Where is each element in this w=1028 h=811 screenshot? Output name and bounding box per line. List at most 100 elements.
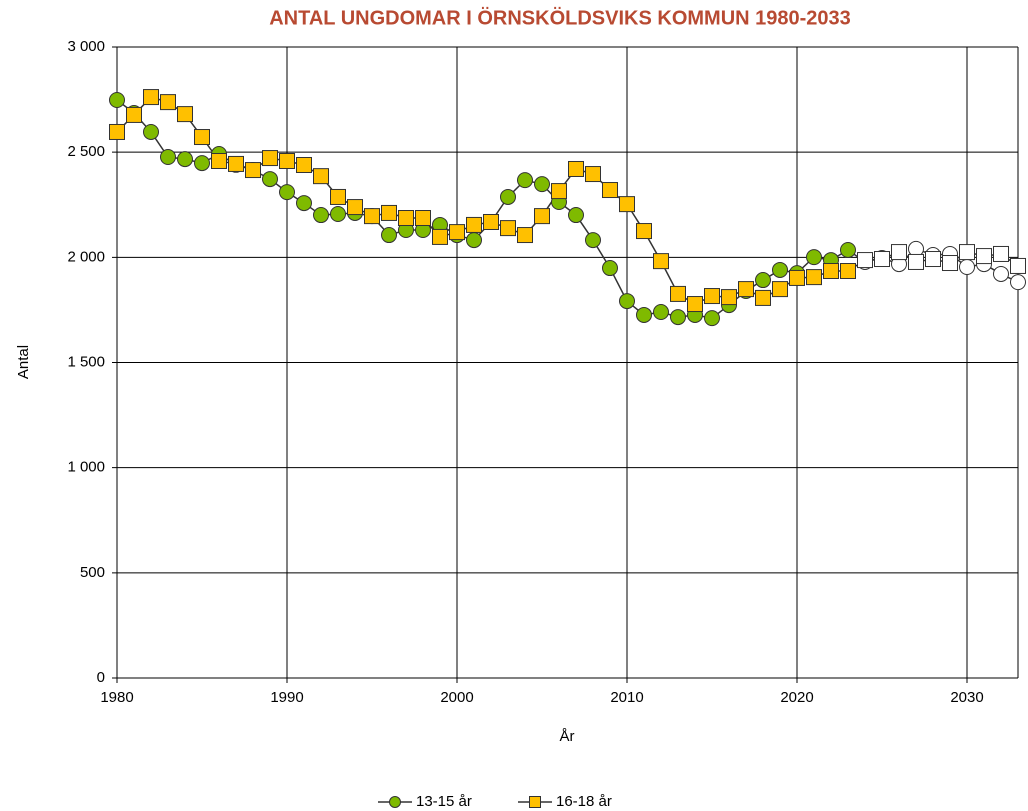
marker — [738, 281, 754, 298]
marker — [908, 253, 924, 270]
marker — [160, 149, 176, 166]
marker — [279, 184, 295, 201]
marker — [653, 253, 669, 270]
marker — [993, 245, 1009, 262]
y-tick-label: 2 000 — [67, 248, 105, 265]
marker — [500, 188, 516, 205]
marker — [687, 296, 703, 313]
marker — [194, 129, 210, 146]
marker — [840, 263, 856, 280]
marker — [211, 153, 227, 170]
marker — [619, 196, 635, 213]
marker — [398, 210, 414, 227]
marker — [177, 151, 193, 168]
marker — [109, 123, 125, 140]
marker — [279, 153, 295, 170]
marker — [789, 269, 805, 286]
marker — [109, 92, 125, 109]
marker — [568, 160, 584, 177]
marker — [585, 166, 601, 183]
legend-marker — [389, 796, 401, 808]
y-axis-label: Antal — [15, 345, 32, 379]
marker — [381, 204, 397, 221]
y-tick-label: 0 — [97, 669, 105, 686]
marker — [143, 123, 159, 140]
x-tick-label: 1990 — [270, 689, 303, 706]
marker — [534, 176, 550, 193]
legend-marker — [529, 796, 541, 808]
marker — [772, 281, 788, 298]
marker — [840, 241, 856, 258]
marker — [126, 106, 142, 123]
marker — [772, 261, 788, 278]
x-tick-label: 1980 — [100, 689, 133, 706]
y-tick-label: 1 000 — [67, 459, 105, 476]
marker — [262, 171, 278, 188]
marker — [466, 232, 482, 249]
marker — [806, 269, 822, 286]
marker — [636, 223, 652, 240]
marker — [891, 244, 907, 261]
marker — [976, 248, 992, 265]
marker — [806, 249, 822, 266]
marker — [466, 216, 482, 233]
series-line — [116, 96, 1019, 305]
marker — [415, 210, 431, 227]
marker — [602, 182, 618, 199]
marker — [313, 168, 329, 185]
y-tick-label: 2 500 — [67, 143, 105, 160]
marker — [432, 228, 448, 245]
marker — [568, 207, 584, 224]
y-tick-label: 500 — [80, 564, 105, 581]
marker — [347, 199, 363, 216]
marker — [704, 288, 720, 305]
x-tick-label: 2020 — [780, 689, 813, 706]
marker — [704, 310, 720, 327]
marker — [449, 224, 465, 241]
marker — [670, 285, 686, 302]
y-tick-label: 1 500 — [67, 353, 105, 370]
marker — [619, 293, 635, 310]
marker — [194, 155, 210, 172]
marker — [1010, 274, 1026, 291]
marker — [857, 252, 873, 269]
marker — [313, 207, 329, 224]
marker — [602, 260, 618, 277]
marker — [143, 89, 159, 106]
marker — [721, 289, 737, 306]
marker — [942, 255, 958, 272]
marker — [653, 304, 669, 321]
marker — [262, 150, 278, 167]
marker — [959, 244, 975, 261]
marker — [823, 263, 839, 280]
marker — [177, 106, 193, 123]
legend-label: 16-18 år — [556, 793, 612, 810]
series-line — [116, 99, 1019, 319]
marker — [296, 195, 312, 212]
marker — [245, 162, 261, 179]
marker — [925, 251, 941, 268]
marker — [534, 208, 550, 225]
marker — [500, 220, 516, 237]
marker — [364, 208, 380, 225]
x-axis-label: År — [560, 728, 575, 745]
marker — [1010, 257, 1026, 274]
marker — [381, 227, 397, 244]
x-tick-label: 2000 — [440, 689, 473, 706]
marker — [755, 272, 771, 289]
x-tick-label: 2010 — [610, 689, 643, 706]
marker — [296, 156, 312, 173]
marker — [551, 183, 567, 200]
x-tick-label: 2030 — [950, 689, 983, 706]
marker — [483, 213, 499, 230]
marker — [874, 251, 890, 268]
marker — [670, 309, 686, 326]
marker — [228, 155, 244, 172]
marker — [585, 232, 601, 249]
marker — [160, 94, 176, 111]
marker — [517, 172, 533, 189]
chart-title: ANTAL UNGDOMAR I ÖRNSKÖLDSVIKS KOMMUN 19… — [269, 6, 851, 29]
marker — [959, 259, 975, 276]
marker — [330, 206, 346, 223]
